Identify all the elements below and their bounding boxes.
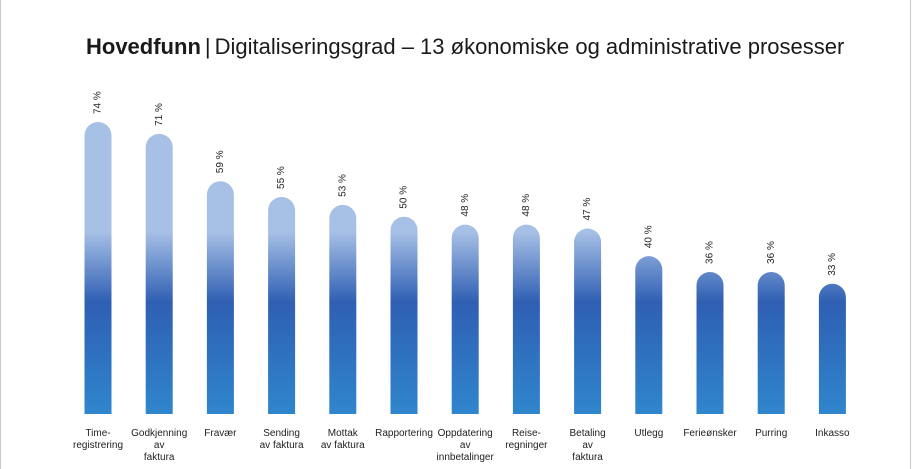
- bar: [818, 283, 846, 414]
- value-label: 71 %: [154, 103, 165, 126]
- value-label: 36 %: [766, 241, 777, 264]
- bar: [512, 224, 540, 414]
- chart-title: Hovedfunn | Digitaliseringsgrad – 13 økono…: [86, 34, 844, 60]
- bar: [574, 228, 602, 414]
- value-label: 33 %: [827, 253, 838, 276]
- category-label: Ferieønsker: [673, 428, 747, 440]
- category-label: Rapportering: [367, 428, 441, 440]
- bar: [84, 122, 112, 414]
- bar: [390, 216, 418, 414]
- value-label: 74 %: [93, 91, 104, 114]
- bar: [145, 133, 173, 415]
- category-label: Oppdatering av innbetalinger: [428, 428, 502, 464]
- category-label: Godkjenning av faktura: [122, 428, 196, 464]
- category-label-line: av: [582, 440, 593, 451]
- category-label-line: regninger: [505, 440, 548, 451]
- bar: [206, 181, 234, 414]
- category-label-line: Inkasso: [815, 428, 850, 439]
- title-separator: |: [204, 34, 211, 59]
- bar: [757, 271, 785, 414]
- value-label: 47 %: [582, 198, 593, 221]
- value-label: 48 %: [521, 194, 532, 217]
- category-label: Sending av faktura: [245, 428, 319, 452]
- bar: [635, 256, 663, 414]
- category-label-line: Oppdatering: [437, 428, 493, 439]
- bars-group: [84, 122, 846, 415]
- category-label-line: Time-: [85, 428, 111, 439]
- category-label-line: av faktura: [259, 440, 304, 451]
- bar: [268, 196, 296, 414]
- value-label: 53 %: [337, 174, 348, 197]
- category-label-line: Rapportering: [375, 428, 433, 439]
- category-label-line: Betaling: [569, 428, 606, 439]
- category-label-line: av: [459, 440, 471, 451]
- category-label: Betaling av faktura: [551, 428, 625, 464]
- category-label-line: Godkjenning: [131, 428, 188, 439]
- category-label-line: Mottak: [327, 428, 358, 439]
- value-label: 55 %: [276, 166, 287, 189]
- category-label-line: Reise-: [511, 428, 541, 439]
- category-label: Time-registrering: [61, 428, 135, 452]
- bar: [329, 204, 357, 414]
- title-bold: Hovedfunn: [86, 34, 201, 59]
- bar: [696, 271, 724, 414]
- category-label: Fravær: [183, 428, 257, 440]
- bar: [451, 224, 479, 414]
- category-label-line: av faktura: [320, 440, 365, 451]
- category-label-line: registrering: [72, 440, 124, 451]
- category-label-line: faktura: [143, 452, 175, 463]
- value-label: 50 %: [399, 186, 410, 209]
- category-label-line: Fravær: [204, 428, 237, 439]
- category-label: Reise-regninger: [489, 428, 563, 452]
- value-label: 40 %: [643, 225, 654, 248]
- category-label-line: innbetalinger: [436, 452, 494, 463]
- category-label-line: Utlegg: [634, 428, 664, 439]
- value-label: 48 %: [460, 194, 471, 217]
- category-label-line: faktura: [572, 452, 603, 463]
- category-label: Inkasso: [795, 428, 869, 440]
- value-label: 36 %: [705, 241, 716, 264]
- category-label-line: Ferieønsker: [683, 428, 737, 439]
- category-label: Mottak av faktura: [306, 428, 380, 452]
- category-label-line: Purring: [755, 428, 788, 439]
- category-label-line: av: [153, 440, 165, 451]
- category-label: Purring: [734, 428, 808, 440]
- category-label-line: Sending: [263, 428, 300, 439]
- title-rest: Digitaliseringsgrad – 13 økonomiske og a…: [214, 34, 845, 59]
- category-label: Utlegg: [612, 428, 686, 440]
- value-label: 59 %: [215, 150, 226, 173]
- value-labels-group: 74 % 71 % 59 % 55 % 53 % 50 % 48 % 48 % 47 % 40 %…: [93, 91, 838, 276]
